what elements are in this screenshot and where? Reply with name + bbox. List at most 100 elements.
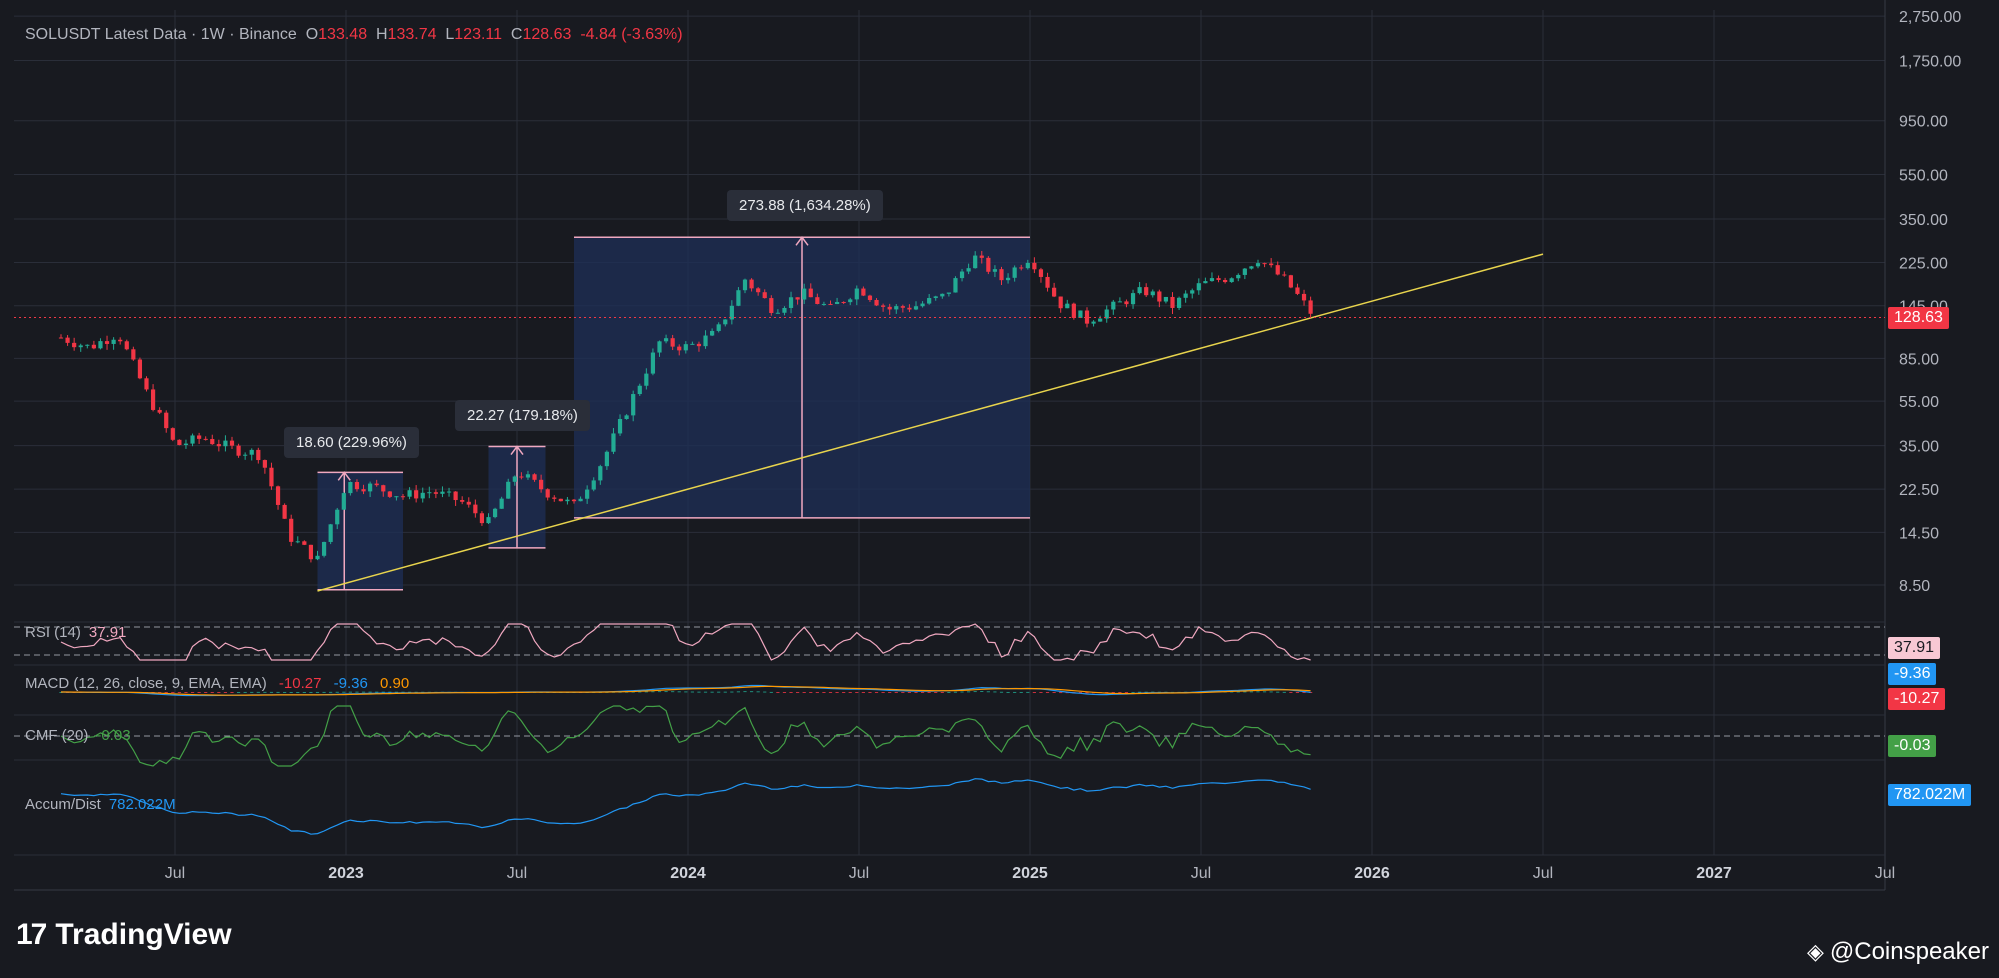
candle xyxy=(499,496,504,509)
macd-histogram-bar xyxy=(355,691,359,693)
candle xyxy=(1163,296,1169,304)
candle xyxy=(361,484,366,495)
candle xyxy=(446,487,452,497)
candle xyxy=(959,268,965,282)
x-tick-label: 2027 xyxy=(1696,865,1732,882)
macd-histogram-bar xyxy=(855,692,859,693)
candle xyxy=(1012,265,1017,282)
candle xyxy=(703,330,708,349)
macd-signal-line xyxy=(61,685,1311,696)
candle xyxy=(558,498,563,502)
candle xyxy=(394,496,399,501)
macd-histogram-bar xyxy=(210,692,214,693)
candle xyxy=(341,492,346,510)
candle xyxy=(729,300,734,325)
candle xyxy=(269,462,274,490)
candle xyxy=(552,495,557,502)
ad-line xyxy=(60,778,1311,835)
candle xyxy=(1144,283,1149,297)
macd-histogram-bar xyxy=(1289,692,1293,693)
candle xyxy=(236,443,241,458)
candle xyxy=(992,265,998,278)
candle xyxy=(1262,262,1267,268)
y-tick-label: 14.50 xyxy=(1899,525,1939,542)
candle xyxy=(1170,292,1175,314)
macd-histogram-bar xyxy=(217,692,221,693)
candle xyxy=(598,464,603,485)
candle xyxy=(111,337,116,350)
macd-histogram-bar xyxy=(1105,692,1109,693)
measure-label-3[interactable]: 273.88 (1,634.28%) xyxy=(727,190,883,221)
candle xyxy=(1242,267,1247,280)
macd-histogram-bar xyxy=(171,692,175,693)
macd-histogram-bar xyxy=(289,691,293,693)
candle xyxy=(670,334,675,351)
cmf-legend[interactable]: CMF (20) -0.03 xyxy=(25,727,131,744)
measure-label-2[interactable]: 22.27 (179.18%) xyxy=(455,400,590,431)
candle xyxy=(1052,282,1057,298)
diamond-icon: ◈ xyxy=(1806,939,1824,964)
candle xyxy=(433,489,438,499)
macd-histogram-bar xyxy=(1019,691,1023,693)
macd-histogram-bar xyxy=(914,692,918,693)
candle xyxy=(571,499,577,504)
macd-histogram-bar xyxy=(960,691,964,693)
macd-histogram-bar xyxy=(368,691,372,693)
y-tick-label: 22.50 xyxy=(1899,482,1939,499)
y-tick-label: 1,750.00 xyxy=(1899,54,1961,71)
candle xyxy=(328,523,333,545)
candle xyxy=(275,485,281,510)
candle xyxy=(131,346,136,361)
measure-arrowhead-3 xyxy=(795,236,809,246)
candle xyxy=(197,432,202,444)
macd-histogram-bar xyxy=(947,691,951,693)
candle xyxy=(913,301,919,311)
candle xyxy=(1275,261,1280,276)
candle xyxy=(295,536,300,544)
candle xyxy=(1203,277,1208,284)
candle xyxy=(650,348,656,376)
candle xyxy=(58,334,64,339)
macd-histogram-bar xyxy=(1059,692,1063,694)
macd-histogram-bar xyxy=(822,692,826,693)
candle xyxy=(585,485,590,504)
candle xyxy=(256,447,261,464)
macd-histogram-bar xyxy=(269,691,274,693)
close-value: 128.63 xyxy=(522,26,572,43)
candle xyxy=(710,328,715,337)
macd-histogram-bar xyxy=(1282,691,1286,693)
candle xyxy=(815,293,820,305)
candle xyxy=(881,303,886,312)
macd-badge: -10.27 xyxy=(1888,688,1946,710)
candle xyxy=(775,309,780,314)
macd-legend[interactable]: MACD (12, 26, close, 9, EMA, EMA) -10.27… xyxy=(25,675,410,692)
macd-histogram-bar xyxy=(1249,691,1254,693)
macd-histogram-bar xyxy=(894,692,898,693)
candle xyxy=(1084,307,1090,328)
measure-arrowhead-1 xyxy=(337,471,351,481)
macd-histogram-bar xyxy=(874,692,879,693)
candle xyxy=(1005,273,1011,284)
macd-histogram-bar xyxy=(993,691,997,693)
macd-histogram-bar xyxy=(1302,692,1306,693)
macd-histogram-bar xyxy=(1124,692,1129,693)
measure-label-1[interactable]: 18.60 (229.96%) xyxy=(284,427,419,458)
tradingview-logo[interactable]: 17 TradingView xyxy=(16,918,232,952)
x-tick-label: Jul xyxy=(507,865,527,882)
candle xyxy=(137,357,143,380)
macd-histogram-bar xyxy=(1026,691,1030,693)
candle xyxy=(1176,296,1182,311)
ad-legend[interactable]: Accum/Dist 782.022M xyxy=(25,796,176,813)
macd-histogram-bar xyxy=(671,691,675,693)
candle xyxy=(348,481,353,496)
candle xyxy=(966,263,971,275)
macd-histogram-bar xyxy=(743,691,747,693)
macd-histogram-bar xyxy=(296,691,300,693)
open-value: 133.48 xyxy=(318,26,368,43)
candle xyxy=(210,434,215,445)
rsi-legend[interactable]: RSI (14) 37.91 xyxy=(25,624,127,641)
macd-histogram-bar xyxy=(881,692,885,693)
candle xyxy=(525,470,531,480)
macd-histogram-bar xyxy=(835,692,839,693)
